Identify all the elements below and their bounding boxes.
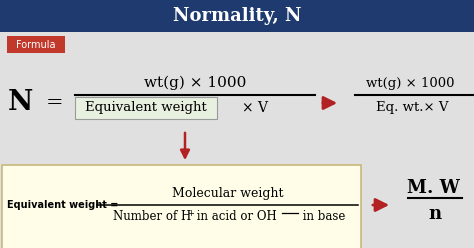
Bar [0, 32, 474, 248]
FancyBboxPatch shape [2, 165, 361, 248]
Text: in acid or OH: in acid or OH [193, 211, 277, 223]
Text: Formula: Formula [16, 39, 56, 50]
Text: =: = [46, 93, 64, 113]
FancyBboxPatch shape [75, 97, 217, 119]
Text: +: + [187, 209, 194, 217]
Text: Molecular weight: Molecular weight [172, 186, 284, 199]
Bar [7, 36, 65, 53]
Bar [0, 0, 474, 32]
Text: in base: in base [299, 211, 346, 223]
Text: Number of H: Number of H [113, 211, 191, 223]
Text: wt(g) × 1000: wt(g) × 1000 [366, 76, 454, 90]
Text: n: n [428, 205, 442, 223]
Text: N: N [7, 90, 33, 117]
Text: Normality, N: Normality, N [173, 7, 301, 25]
Text: Equivalent weight =: Equivalent weight = [7, 200, 118, 210]
Text: × V: × V [242, 101, 268, 115]
Text: wt(g) × 1000: wt(g) × 1000 [144, 76, 246, 90]
Text: Eq. wt.× V: Eq. wt.× V [376, 101, 448, 115]
Text: M. W: M. W [407, 179, 459, 197]
Text: Equivalent weight: Equivalent weight [85, 101, 207, 115]
